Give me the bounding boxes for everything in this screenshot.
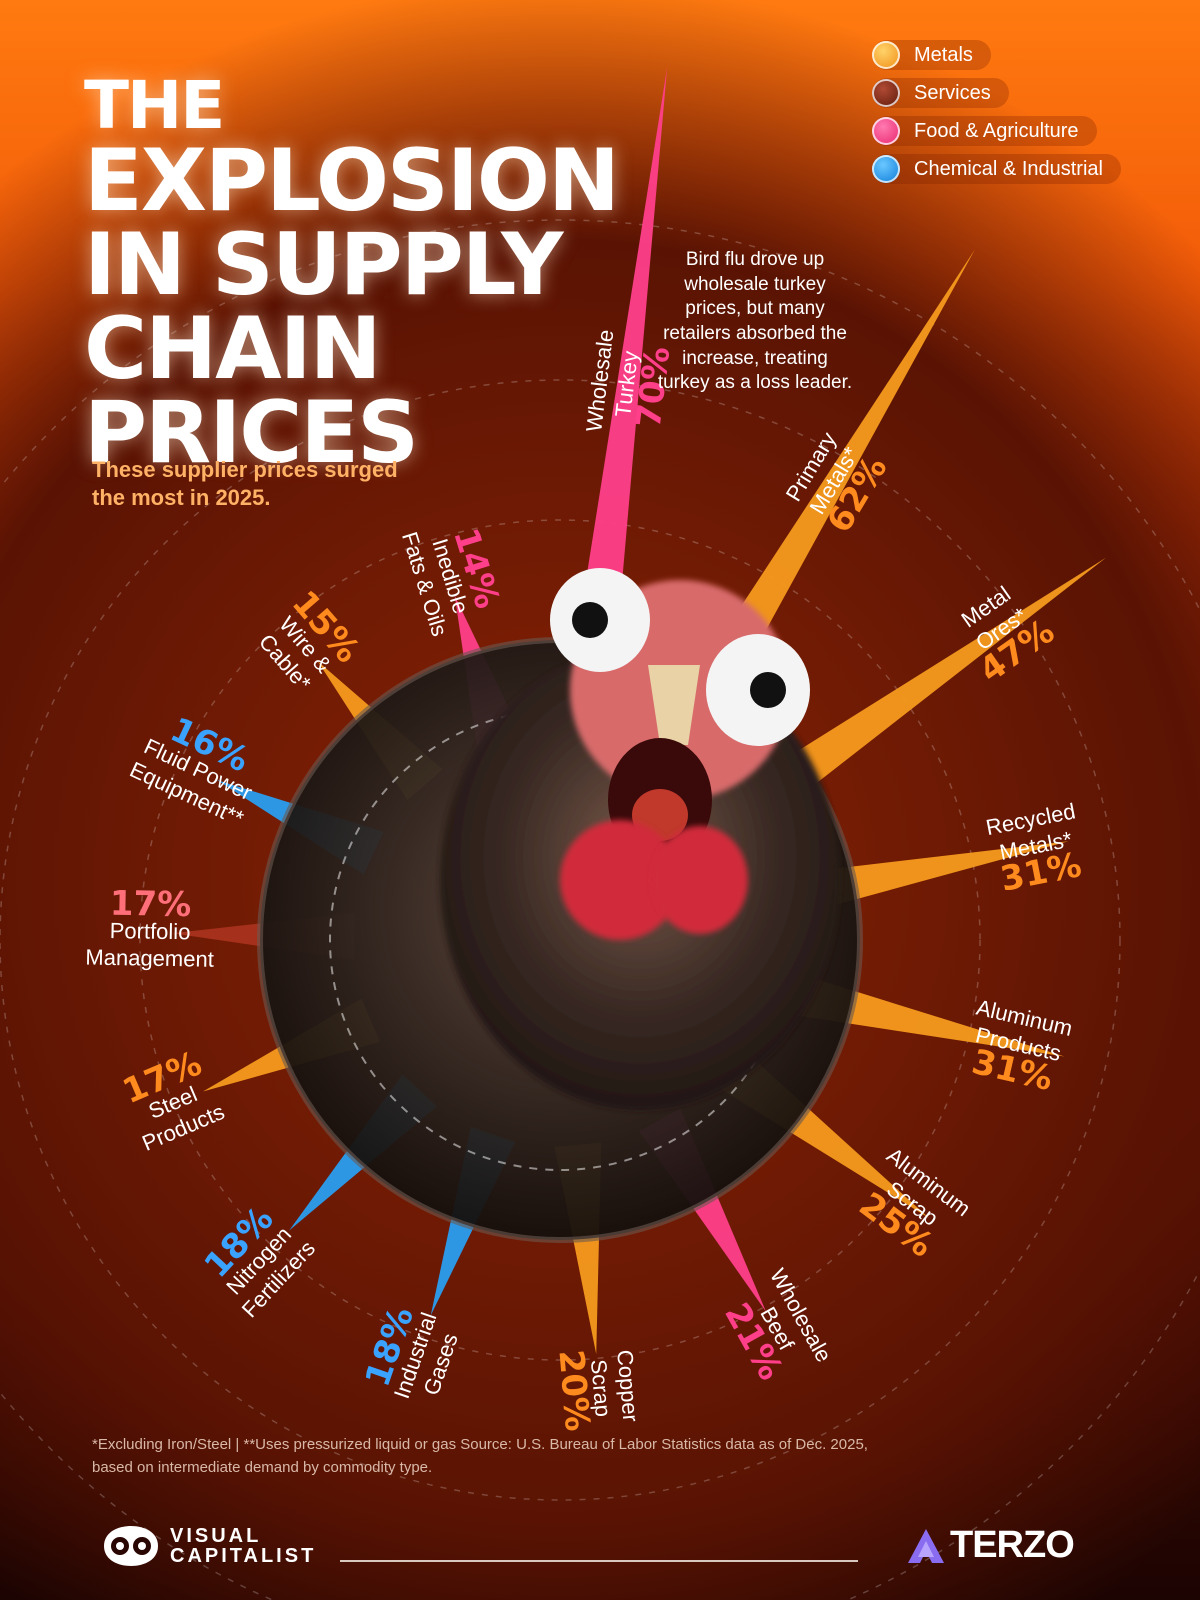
bar-category-label: Management	[85, 945, 214, 972]
brand-left-line-1: VISUAL	[170, 1525, 262, 1547]
legend-label-services: Services	[914, 81, 991, 104]
legend-item-metals: Metals	[872, 40, 991, 70]
brand-left-line-2: CAPITALIST	[170, 1545, 317, 1567]
title-line-1: THE	[84, 67, 225, 144]
footnote-line-2: based on intermediate demand by commodit…	[92, 1458, 433, 1476]
bar-category-label: Portfolio	[110, 918, 191, 944]
legend-label-metals: Metals	[914, 43, 973, 66]
legend: Metals Services Food & Agriculture Chemi…	[872, 40, 1121, 192]
chart-title: THE EXPLOSION IN SUPPLY CHAIN PRICES	[84, 67, 644, 484]
visual-capitalist-logo: VISUAL CAPITALIST	[100, 1524, 316, 1568]
legend-dot-chemical	[872, 155, 900, 183]
bar-category-label: Scrap	[586, 1358, 616, 1417]
visual-capitalist-icon	[104, 1526, 158, 1566]
terzo-wordmark: TERZO	[950, 1524, 1075, 1566]
footnote: *Excluding Iron/Steel | **Uses pressuriz…	[92, 1434, 992, 1479]
turkey-illustration	[257, 568, 863, 1243]
bar-value-label: 20%	[550, 1348, 597, 1433]
bar-value-label: 17%	[110, 884, 192, 925]
title-line-3: IN SUPPLY	[84, 214, 563, 315]
grid-ring	[139, 519, 981, 1361]
legend-dot-services	[872, 79, 900, 107]
footnote-line-1: *Excluding Iron/Steel | **Uses pressuriz…	[92, 1436, 868, 1453]
legend-dot-food	[872, 117, 900, 145]
bar-category-label: Copper	[612, 1349, 643, 1423]
legend-label-chemical: Chemical & Industrial	[914, 157, 1103, 180]
grid-ring	[0, 379, 1121, 1501]
bar-value-label: 70%	[629, 344, 679, 430]
title-line-4: CHAIN PRICES	[84, 299, 419, 484]
visual-capitalist-wordmark: VISUAL CAPITALIST	[170, 1526, 316, 1566]
legend-item-chemical: Chemical & Industrial	[872, 154, 1121, 184]
legend-item-food: Food & Agriculture	[872, 116, 1097, 146]
turkey-annotation: Bird flu drove up wholesale turkey price…	[657, 249, 853, 394]
legend-item-services: Services	[872, 78, 1009, 108]
title-line-2: EXPLOSION	[84, 130, 620, 231]
terzo-icon	[908, 1528, 944, 1563]
legend-dot-metals	[872, 41, 900, 69]
bar-label-group: 15%Wire &Cable*	[254, 583, 368, 696]
grid-rings	[0, 219, 1200, 1600]
grid-ring	[0, 219, 1200, 1600]
terzo-logo: TERZO	[906, 1524, 1075, 1567]
footer-divider	[340, 1560, 858, 1562]
legend-label-food: Food & Agriculture	[914, 119, 1079, 142]
chart-subtitle: These supplier prices surged the most in…	[92, 457, 398, 510]
